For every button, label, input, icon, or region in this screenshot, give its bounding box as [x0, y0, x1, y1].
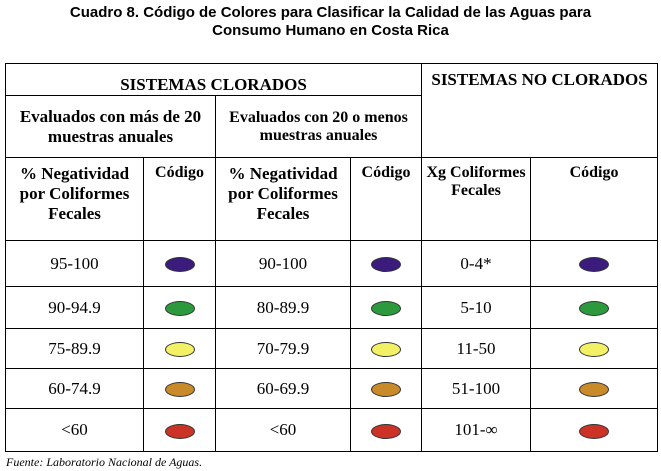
color-code — [371, 382, 401, 398]
cell: 51-100 — [421, 368, 532, 409]
cell: <60 — [215, 408, 351, 452]
column-header: % Negatividad por Coliformes Fecales — [5, 157, 144, 241]
color-code — [579, 382, 610, 398]
group-header: SISTEMAS NO CLORADOS — [421, 63, 659, 158]
cell: 80-89.9 — [215, 286, 351, 329]
cell: 60-74.9 — [5, 368, 144, 409]
group-header: SISTEMAS CLORADOS — [4, 63, 423, 96]
column-header: Xg Coliformes Fecales — [421, 157, 532, 241]
cell: 5-10 — [421, 286, 532, 329]
color-code — [371, 257, 401, 273]
subgroup-header: Evaluados con 20 o menos muestras anuale… — [214, 95, 423, 158]
column-header: Código — [349, 157, 423, 241]
color-code — [579, 342, 610, 358]
color-code — [579, 423, 610, 439]
color-table: SISTEMAS CLORADOS SISTEMAS NO CLORADOS Ev… — [4, 63, 659, 452]
subgroup-header: Evaluados con más de 20 muestras anuales — [5, 95, 216, 158]
color-code — [164, 301, 195, 317]
source-note: Fuente: Laboratorio Nacional de Aguas. — [6, 455, 203, 469]
title-line: Consumo Humano en Costa Rica — [212, 22, 449, 39]
cell: 101-∞ — [421, 408, 532, 452]
cell: 60-69.9 — [215, 368, 351, 409]
color-code — [579, 301, 610, 317]
cell: 11-50 — [421, 328, 532, 369]
color-code — [371, 301, 401, 317]
color-code — [579, 257, 610, 273]
color-code — [164, 257, 195, 273]
color-code — [164, 423, 195, 439]
column-header: Código — [530, 157, 659, 241]
color-code — [371, 342, 401, 358]
color-code — [371, 423, 401, 439]
title-line: Cuadro 8. Código de Colores para Clasifi… — [69, 4, 592, 21]
cell: 95-100 — [5, 240, 144, 287]
cell: <60 — [5, 408, 144, 452]
cell: 0-4* — [421, 240, 532, 287]
cell: 70-79.9 — [215, 328, 351, 369]
column-header: Código — [143, 157, 216, 241]
cell: 90-100 — [215, 240, 351, 287]
column-header: % Negatividad por Coliformes Fecales — [215, 157, 351, 241]
color-code — [164, 382, 195, 398]
color-code — [164, 342, 195, 358]
cell: 90-94.9 — [5, 286, 144, 329]
cell: 75-89.9 — [5, 328, 144, 369]
